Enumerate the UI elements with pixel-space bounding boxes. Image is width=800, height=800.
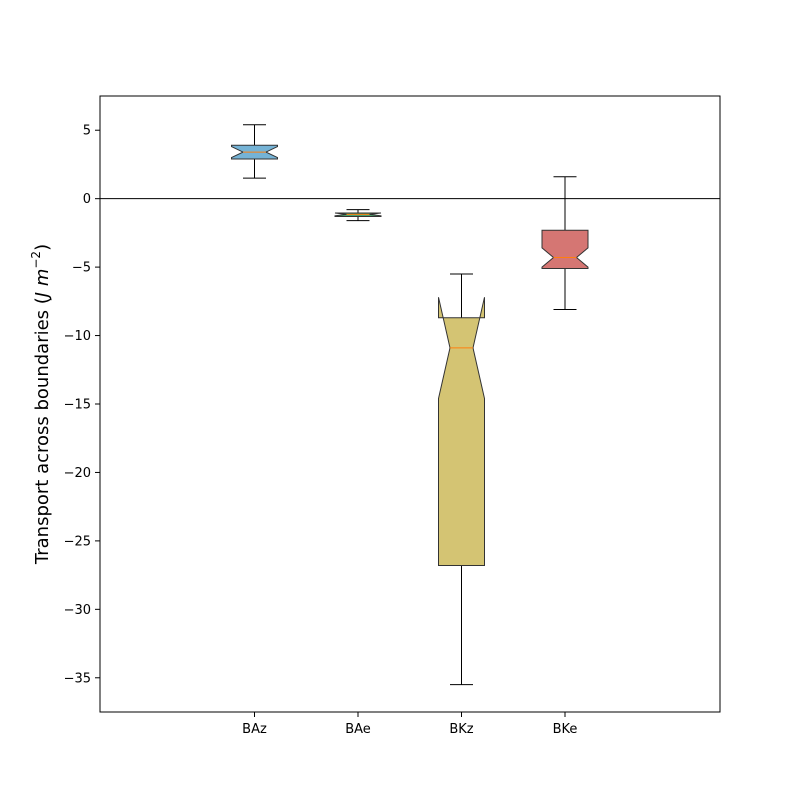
box-BKe <box>541 176 589 311</box>
x-tick-label: BAz <box>242 722 267 737</box>
y-axis-title: Transport across boundaries (J m−2) <box>29 244 53 565</box>
box-BKz <box>438 273 485 686</box>
y-tick-label: −35 <box>64 671 91 686</box>
plot-area <box>100 96 720 712</box>
y-tick-label: −15 <box>64 398 91 413</box>
y-tick-label: 5 <box>83 124 91 139</box>
x-tick-label: BKe <box>553 722 578 737</box>
box-BAz <box>231 124 278 179</box>
y-axis-title-unit: J m <box>32 269 53 301</box>
y-tick-label: −25 <box>64 534 91 549</box>
y-axis-title-exponent: −2 <box>29 251 43 269</box>
y-ticks: 5 0 −5 −10 −15 −20 −25 −30 −35 <box>64 124 100 686</box>
boxes-layer <box>100 124 720 686</box>
box-body <box>438 297 485 566</box>
x-tick-label: BKz <box>449 722 473 737</box>
y-tick-label: −30 <box>64 603 91 618</box>
box-body <box>541 229 589 269</box>
y-tick-label: −10 <box>64 329 91 344</box>
y-tick-label: −20 <box>64 466 91 481</box>
x-tick-label: BAe <box>345 722 371 737</box>
y-axis-title-text: Transport across boundaries ( <box>32 297 53 565</box>
y-tick-label: 0 <box>83 192 91 207</box>
y-axis-title-close: ) <box>32 244 53 251</box>
plot-frame <box>99 95 721 713</box>
x-ticks: BAz BAe BKz BKe <box>242 712 577 737</box>
y-tick-label: −5 <box>72 261 91 276</box>
box-BAe <box>334 209 382 222</box>
